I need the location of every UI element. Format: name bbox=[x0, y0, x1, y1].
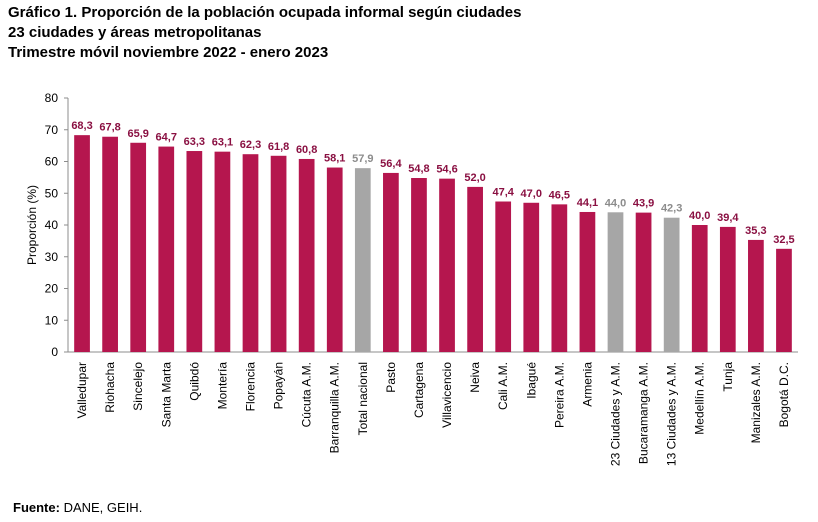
y-tick-label: 40 bbox=[45, 218, 59, 232]
chart-subtitle-1: 23 ciudades y áreas metropolitanas bbox=[8, 24, 262, 41]
data-label: 54,8 bbox=[408, 163, 429, 175]
bar bbox=[298, 158, 315, 352]
data-label: 63,3 bbox=[184, 136, 205, 148]
bar bbox=[523, 202, 540, 352]
data-label: 63,1 bbox=[212, 137, 233, 149]
x-tick-label: Villavicencio bbox=[440, 362, 454, 428]
x-tick-label: 13 Ciudades y A.M. bbox=[665, 362, 679, 466]
data-label: 54,6 bbox=[436, 164, 457, 176]
data-label: 47,0 bbox=[521, 188, 542, 200]
bars bbox=[74, 135, 792, 352]
x-tick-label: Pasto bbox=[384, 362, 398, 393]
bar bbox=[467, 186, 483, 352]
data-label: 43,9 bbox=[633, 198, 654, 210]
bar bbox=[439, 178, 455, 352]
data-label: 62,3 bbox=[240, 139, 261, 151]
x-tick-label: Bucaramanga A.M. bbox=[637, 362, 651, 464]
chart-title: Gráfico 1. Proporción de la población oc… bbox=[8, 4, 522, 21]
y-tick-label: 20 bbox=[45, 282, 59, 296]
x-tick-label: Montería bbox=[215, 362, 229, 410]
x-tick-label: Quibdó bbox=[187, 362, 201, 401]
data-label: 32,5 bbox=[773, 234, 794, 246]
bar bbox=[495, 201, 512, 352]
data-label: 47,4 bbox=[492, 187, 514, 199]
x-tick-label: Armenia bbox=[580, 362, 594, 407]
x-tick-label: Florencia bbox=[244, 362, 258, 412]
x-tick-label: Total nacional bbox=[356, 362, 370, 435]
x-tick-label: Popayán bbox=[272, 362, 286, 409]
bar bbox=[354, 168, 371, 352]
value-labels: 68,3 67,8 65,9 64,7 63,3 63,1 62,3 61,8 60,8 58,1… bbox=[71, 120, 794, 246]
y-tick-label: 70 bbox=[45, 123, 59, 137]
x-tick-label: Medellín A.M. bbox=[693, 362, 707, 435]
chart-subtitle-2: Trimestre móvil noviembre 2022 - enero 2… bbox=[8, 44, 329, 61]
x-tick-label: Neiva bbox=[468, 362, 482, 393]
y-tick-label: 50 bbox=[45, 186, 59, 200]
bar bbox=[186, 151, 203, 352]
x-tick-label: Barranquilla A.M. bbox=[328, 362, 342, 453]
data-label: 68,3 bbox=[71, 120, 92, 132]
source-label: Fuente: bbox=[13, 500, 60, 515]
bar bbox=[326, 167, 343, 352]
x-tick-label: Pereira A.M. bbox=[552, 362, 566, 428]
bar bbox=[551, 204, 568, 352]
x-tick-label: Valledupar bbox=[75, 362, 89, 418]
x-tick-label: Manizales A.M. bbox=[749, 362, 763, 443]
x-tick-label: Cartagena bbox=[412, 362, 426, 418]
bar bbox=[776, 248, 792, 352]
data-label: 35,3 bbox=[745, 225, 766, 237]
y-tick-label: 30 bbox=[45, 250, 59, 264]
bar bbox=[214, 151, 231, 352]
bar bbox=[635, 212, 652, 352]
chart-title-block: Gráfico 1. Proporción de la población oc… bbox=[8, 3, 521, 63]
data-label: 67,8 bbox=[99, 122, 120, 134]
data-label: 46,5 bbox=[549, 189, 570, 201]
data-label: 58,1 bbox=[324, 153, 345, 165]
data-label: 57,9 bbox=[352, 153, 373, 165]
bar bbox=[158, 146, 175, 352]
data-label: 60,8 bbox=[296, 144, 317, 156]
x-tick-label: Bogotá D.C. bbox=[777, 362, 791, 427]
bar bbox=[748, 239, 764, 352]
data-label: 44,1 bbox=[577, 197, 598, 209]
bar bbox=[663, 217, 680, 352]
x-tick-label: Cali A.M. bbox=[496, 362, 510, 410]
source-note: Fuente: DANE, GEIH. bbox=[13, 500, 142, 515]
data-label: 64,7 bbox=[156, 132, 177, 144]
source-text: DANE, GEIH. bbox=[59, 500, 143, 515]
data-label: 44,0 bbox=[605, 197, 626, 209]
bar bbox=[579, 211, 596, 352]
bar bbox=[242, 154, 259, 352]
y-axis-label: Proporción (%) bbox=[25, 185, 39, 265]
bar bbox=[691, 225, 708, 352]
data-label: 65,9 bbox=[127, 128, 148, 140]
y-tick-label: 0 bbox=[51, 345, 58, 359]
y-tick-label: 10 bbox=[45, 313, 59, 327]
bar bbox=[74, 135, 90, 352]
data-label: 39,4 bbox=[717, 212, 739, 224]
y-tick-label: 60 bbox=[45, 155, 59, 169]
x-tick-label: Tunja bbox=[721, 362, 735, 392]
x-tick-label: 23 Ciudades y A.M. bbox=[609, 362, 623, 466]
data-label: 42,3 bbox=[661, 203, 682, 215]
bar bbox=[383, 172, 399, 352]
data-label: 40,0 bbox=[689, 210, 710, 222]
data-label: 52,0 bbox=[464, 172, 485, 184]
bar bbox=[607, 212, 624, 352]
bar bbox=[270, 155, 287, 352]
x-tick-label: Riohacha bbox=[103, 362, 117, 413]
data-label: 61,8 bbox=[268, 141, 289, 153]
bar bbox=[719, 226, 736, 352]
x-tick-label: Ibagué bbox=[524, 362, 538, 399]
x-tick-label: Cúcuta A.M. bbox=[300, 362, 314, 427]
bar bbox=[102, 136, 118, 352]
bar bbox=[130, 142, 147, 352]
bar bbox=[411, 178, 427, 352]
x-tick-label: Santa Marta bbox=[159, 362, 173, 428]
x-tick-labels: Valledupar Riohacha Sincelejo Santa Marta Qu… bbox=[75, 362, 791, 466]
y-tick-label: 80 bbox=[45, 91, 59, 105]
data-label: 56,4 bbox=[380, 158, 402, 170]
x-tick-label: Sincelejo bbox=[131, 362, 145, 411]
